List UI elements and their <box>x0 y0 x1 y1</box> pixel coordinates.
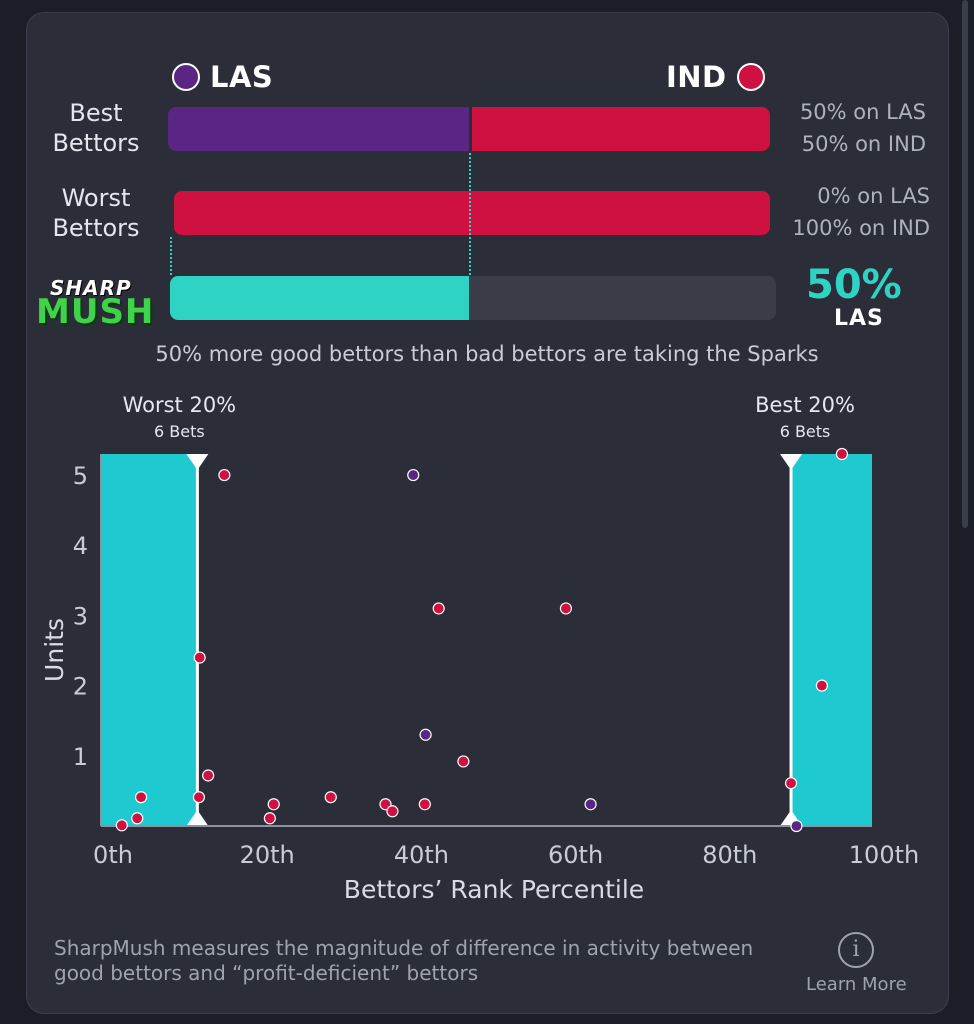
data-point-ind-16 <box>784 777 798 790</box>
data-point-ind-18 <box>835 447 849 461</box>
worst-percent-text: 0% on LAS 100% on IND <box>760 180 930 244</box>
data-point-las-3 <box>790 819 803 833</box>
connector-line-worst <box>170 237 172 275</box>
y-tick-label-3: 3 <box>73 602 88 630</box>
data-point-ind-6 <box>218 468 231 482</box>
data-point-las-2 <box>584 798 597 811</box>
x-tick-label-40: 40th <box>394 841 449 869</box>
team-legend-ind: IND <box>666 60 765 94</box>
y-axis-title: Units <box>40 618 69 682</box>
worst-bettors-label: Worst Bettors <box>44 183 148 243</box>
best-percent-text: 50% on LAS 50% on IND <box>760 96 926 160</box>
team-las-label: LAS <box>210 60 274 94</box>
x-tick-label-0: 0th <box>93 841 133 869</box>
scatter-chart: Worst 20% 6 Bets Best 20% 6 Bets 1 2 3 4 5 0th 20t… <box>40 393 919 904</box>
zone-label-0: Worst 20% <box>123 393 237 417</box>
x-tick-label-20: 20th <box>240 841 295 869</box>
data-point-ind-14 <box>457 755 470 768</box>
data-point-ind-1 <box>131 812 144 825</box>
zone-marker-top-0 <box>186 454 209 470</box>
team-legend-las: LAS <box>172 60 273 94</box>
sharpmush-percent: 50% <box>806 262 902 308</box>
worst-label-line2: Bettors <box>52 214 140 242</box>
x-tick-label-60: 60th <box>548 841 603 869</box>
zone-rect-1 <box>791 454 872 826</box>
worst-ind-bar <box>174 191 770 235</box>
sharpmush-team: LAS <box>834 306 884 331</box>
summary-text: 50% more good bettors than bad bettors a… <box>155 342 819 366</box>
best-ind-bar <box>472 107 770 151</box>
data-point-las-1 <box>419 728 432 741</box>
best-las-percent: 50% on LAS <box>799 100 926 124</box>
best-ind-percent: 50% on IND <box>801 132 926 156</box>
data-point-ind-17 <box>815 679 828 692</box>
y-tick-label-4: 4 <box>73 532 88 560</box>
ind-color-dot <box>736 63 765 91</box>
footer-note: SharpMush measures the magnitude of diff… <box>54 936 754 985</box>
data-point-ind-7 <box>263 812 276 825</box>
best-bettors-label: Best Bettors <box>44 98 148 158</box>
x-axis-title: Bettors’ Rank Percentile <box>344 875 644 904</box>
worst-las-percent: 0% on LAS <box>817 184 930 208</box>
data-point-ind-2 <box>134 791 148 804</box>
data-point-ind-8 <box>267 798 280 811</box>
y-tick-label-5: 5 <box>73 462 88 490</box>
best-label-line2: Bettors <box>52 129 140 157</box>
connector-line-best <box>469 153 471 275</box>
learn-more-link[interactable]: Learn More <box>806 974 907 995</box>
data-point-ind-13 <box>432 602 445 615</box>
zone-marker-top-1 <box>780 454 803 470</box>
data-point-ind-11 <box>386 805 399 818</box>
team-ind-label: IND <box>666 60 727 94</box>
data-point-ind-15 <box>559 602 573 615</box>
data-point-ind-0 <box>115 819 128 832</box>
data-point-ind-12 <box>418 798 431 811</box>
data-point-ind-3 <box>192 791 206 804</box>
zone-rect-0 <box>101 454 198 826</box>
best-las-bar <box>168 107 469 151</box>
data-point-las-0 <box>407 468 420 482</box>
data-point-ind-4 <box>193 651 206 664</box>
sharpmush-logo-mush: MUSH <box>36 292 155 332</box>
x-tick-label-100: 100th <box>849 841 919 869</box>
data-point-ind-9 <box>324 791 337 804</box>
sharpmush-fill-bar <box>170 276 469 320</box>
zone-label-1: Best 20% <box>755 393 855 417</box>
y-tick-label-1: 1 <box>73 743 88 771</box>
data-point-ind-5 <box>202 769 215 782</box>
worst-ind-percent: 100% on IND <box>792 216 930 240</box>
info-icon[interactable]: i <box>838 932 874 968</box>
zone-sublabel-1: 6 Bets <box>780 422 831 441</box>
zone-marker-bottom-0 <box>186 810 209 826</box>
worst-label-line1: Worst <box>61 184 131 212</box>
sharpmush-logo-sharp: SHARP <box>50 276 132 300</box>
x-tick-label-80: 80th <box>702 841 757 869</box>
zone-sublabel-0: 6 Bets <box>154 422 205 441</box>
las-color-dot <box>172 63 200 91</box>
best-label-line1: Best <box>69 99 123 127</box>
y-tick-label-2: 2 <box>73 673 88 701</box>
scrollbar-thumb[interactable] <box>962 0 968 528</box>
